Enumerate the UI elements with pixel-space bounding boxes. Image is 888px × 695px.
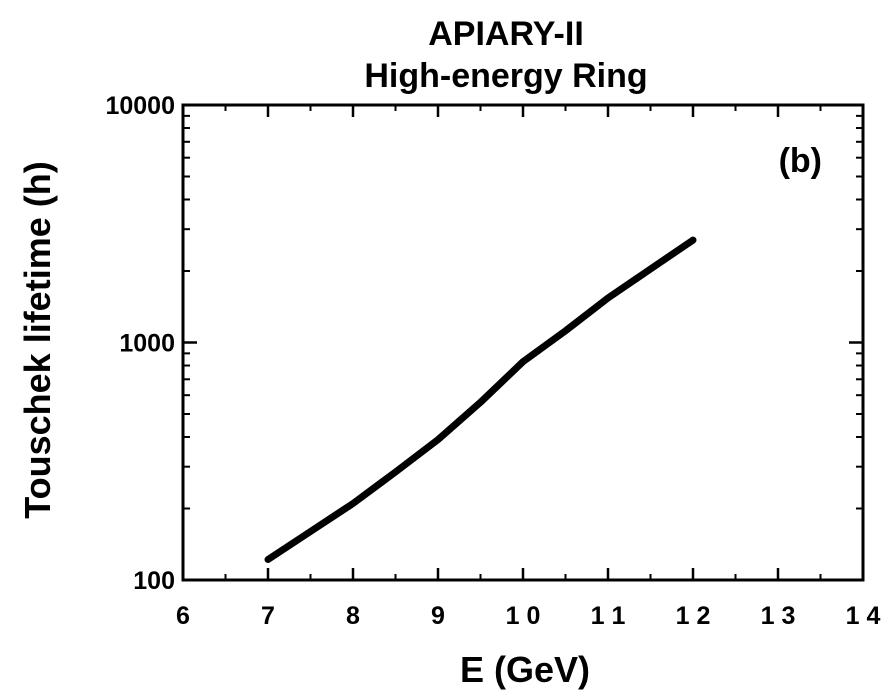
chart-subtitle: High-energy Ring bbox=[364, 57, 648, 95]
x-tick-label: 1 0 bbox=[506, 602, 541, 630]
minor-ticks bbox=[183, 105, 863, 580]
x-tick-label: 1 3 bbox=[761, 602, 796, 630]
series-line-lifetime bbox=[264, 236, 697, 563]
x-tick-label: 9 bbox=[431, 602, 445, 630]
x-tick-label: 1 1 bbox=[591, 602, 626, 630]
chart-title: APIARY-II bbox=[428, 15, 584, 53]
y-tick-label: 100 bbox=[133, 567, 175, 595]
x-tick-label: 7 bbox=[261, 602, 275, 630]
y-axis-title: Touschek lifetime (h) bbox=[17, 161, 58, 518]
x-tick-label: 8 bbox=[346, 602, 360, 630]
y-tick-label: 10000 bbox=[105, 92, 175, 120]
x-tick-label: 1 4 bbox=[846, 602, 881, 630]
plot-frame bbox=[181, 103, 865, 582]
x-tick-labels: 6 7 8 9 1 0 1 1 1 2 1 3 1 4 bbox=[176, 602, 880, 630]
panel-label: (b) bbox=[779, 142, 822, 180]
major-ticks bbox=[181, 103, 865, 582]
x-axis-title: E (GeV) bbox=[460, 649, 590, 690]
y-tick-labels: 100 1000 10000 bbox=[105, 92, 175, 595]
x-tick-label: 1 2 bbox=[676, 602, 711, 630]
x-tick-label: 6 bbox=[176, 602, 190, 630]
y-tick-label: 1000 bbox=[119, 330, 175, 358]
